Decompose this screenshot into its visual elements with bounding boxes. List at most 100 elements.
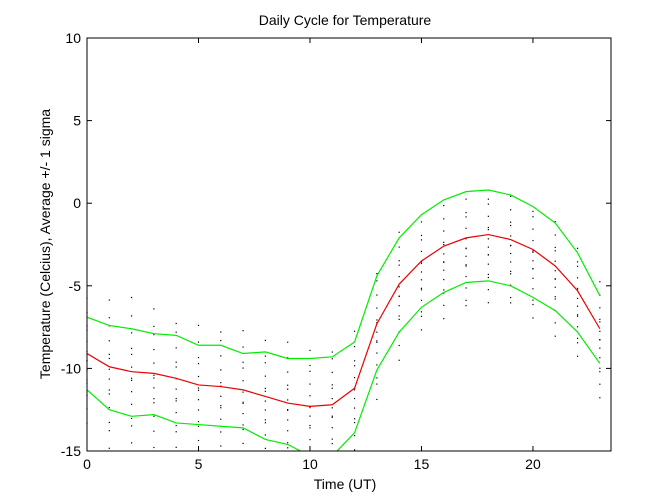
sample-point	[108, 317, 110, 319]
sample-point	[220, 369, 222, 371]
sample-point	[108, 421, 110, 424]
sample-point	[465, 275, 467, 278]
sample-point	[153, 387, 155, 389]
sample-point	[510, 261, 512, 263]
sample-point	[510, 302, 512, 304]
sample-point	[130, 425, 133, 427]
sample-point	[175, 424, 177, 427]
sample-point	[420, 329, 423, 331]
x-tick-label: 5	[195, 456, 203, 472]
sample-point	[108, 368, 110, 370]
sample-point	[420, 234, 423, 237]
sample-point	[331, 416, 333, 418]
sample-point	[554, 270, 556, 272]
sample-point	[532, 250, 534, 252]
sample-point	[242, 424, 244, 426]
sample-point	[309, 364, 311, 367]
sample-point	[510, 270, 512, 273]
sample-point	[264, 375, 266, 377]
sample-point	[309, 406, 311, 409]
sample-point	[376, 331, 378, 333]
y-tick-label: 5	[73, 113, 81, 129]
sample-point	[465, 227, 467, 229]
y-tick-label: -10	[61, 360, 81, 376]
sample-point	[264, 409, 266, 411]
sample-point	[398, 260, 400, 262]
sample-point	[510, 252, 512, 255]
sample-point	[309, 424, 311, 427]
sample-point	[353, 435, 356, 437]
sample-point	[420, 279, 423, 281]
sample-point	[287, 371, 289, 373]
sample-point	[465, 255, 467, 257]
sample-point	[287, 442, 289, 444]
x-tick-label: 0	[83, 456, 91, 472]
sample-point	[420, 311, 423, 313]
sample-point	[443, 204, 445, 207]
sample-point	[554, 296, 556, 298]
sample-point	[130, 417, 133, 420]
sample-point	[532, 260, 534, 262]
sample-point	[197, 324, 200, 326]
sample-point	[108, 353, 110, 355]
sample-point	[197, 375, 200, 378]
sample-point	[242, 412, 244, 415]
sample-point	[264, 339, 266, 342]
sample-point	[242, 428, 244, 431]
sample-point	[309, 383, 311, 385]
sample-point	[264, 355, 266, 357]
sample-point	[532, 216, 534, 218]
sample-point	[443, 253, 445, 255]
sample-point	[220, 331, 222, 333]
sample-point	[443, 218, 445, 220]
sample-point	[465, 247, 467, 249]
sample-point	[175, 366, 177, 368]
sample-point	[242, 402, 244, 405]
sample-point	[376, 307, 378, 309]
sample-point	[443, 241, 445, 243]
sample-point	[197, 420, 200, 423]
sample-point	[108, 378, 110, 380]
sample-point	[197, 387, 200, 389]
sample-point	[398, 275, 400, 278]
sample-point	[130, 403, 133, 405]
sample-point	[599, 307, 601, 309]
sample-point	[576, 314, 579, 316]
sample-point	[398, 246, 400, 248]
sample-point	[554, 260, 556, 262]
sample-point	[353, 418, 356, 420]
sample-point	[287, 388, 289, 390]
sample-point	[175, 397, 177, 400]
sample-point	[242, 367, 244, 369]
sample-point	[576, 337, 579, 339]
sample-point	[510, 235, 512, 237]
y-tick-label: 0	[73, 195, 81, 211]
sample-point	[376, 272, 378, 275]
sample-point	[420, 250, 423, 253]
sample-point	[376, 294, 378, 296]
sample-point	[443, 269, 445, 271]
sample-point	[510, 296, 512, 299]
x-axis-label: Time (UT)	[314, 476, 376, 492]
sample-point	[220, 418, 222, 420]
sample-point	[353, 421, 356, 424]
sample-point	[197, 363, 200, 365]
sample-point	[309, 415, 311, 417]
sample-point	[331, 397, 333, 400]
sample-point	[376, 398, 378, 401]
sample-point	[331, 427, 333, 429]
sample-point	[287, 357, 289, 359]
sample-point	[331, 387, 333, 389]
sample-point	[532, 288, 534, 290]
sample-point	[353, 449, 356, 451]
sample-point	[331, 407, 333, 409]
sample-point	[576, 265, 579, 267]
sample-point	[487, 302, 489, 304]
sample-point	[532, 299, 534, 301]
sample-point	[197, 356, 200, 359]
sample-point	[510, 224, 512, 227]
sample-point	[242, 442, 244, 445]
sample-point	[576, 342, 579, 344]
sample-point	[376, 352, 378, 354]
sample-point	[398, 286, 400, 288]
